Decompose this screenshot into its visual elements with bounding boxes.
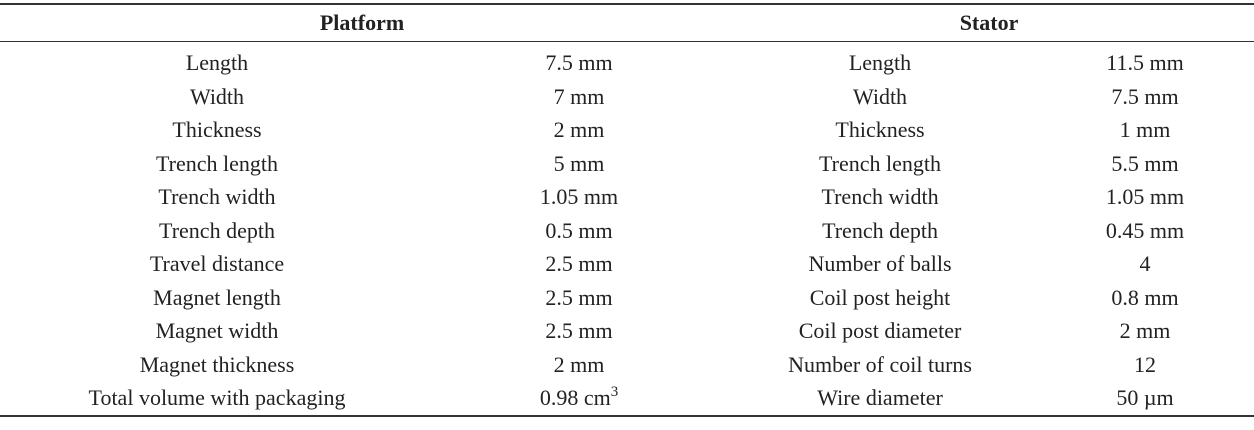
- spec-table: Platform Stator Length 7.5 mm Length 11.5 m…: [0, 3, 1254, 417]
- header-cell: Platform: [319, 10, 405, 35]
- table-row: Magnet thickness 2 mm Number of coil turns…: [0, 348, 1254, 382]
- value-cell: 2.5 mm: [545, 284, 613, 310]
- header-cell: Stator: [959, 10, 1019, 35]
- value-cell: 5.5 mm: [1111, 150, 1179, 176]
- parameter-cell: Length: [848, 50, 912, 75]
- parameter-cell: Magnet length: [153, 284, 281, 310]
- parameter-cell: Width: [852, 83, 908, 109]
- value-cell: 2 mm: [553, 117, 605, 142]
- parameter-cell: Travel distance: [149, 251, 285, 276]
- parameter-cell: Trench depth: [822, 217, 938, 243]
- parameter-cell: Magnet width: [155, 318, 279, 343]
- parameter-cell: Trench width: [821, 184, 939, 209]
- value-cell: 0.45 mm: [1105, 217, 1185, 243]
- table-row: Travel distance 2.5 mm Number of balls 4: [0, 247, 1254, 281]
- value-cell: 0.98 cm3: [434, 381, 724, 416]
- parameter-cell: Trench length: [155, 150, 278, 176]
- value-cell: 1 mm: [1119, 117, 1171, 142]
- table-row: Thickness 2 mm Thickness 1 mm: [0, 113, 1254, 147]
- value-cell: 12: [1134, 351, 1157, 377]
- parameter-cell: Trench depth: [159, 217, 275, 243]
- value-cell: 0.8 mm: [1111, 284, 1179, 310]
- value-cell: 2 mm: [553, 351, 605, 377]
- parameter-cell: Trench width: [158, 184, 276, 209]
- superscript: 3: [610, 384, 619, 400]
- parameter-cell: Number of balls: [808, 251, 952, 276]
- parameter-cell: Width: [189, 83, 245, 109]
- table-row: Magnet length 2.5 mm Coil post height 0.8 m…: [0, 281, 1254, 315]
- parameter-cell: Thickness: [172, 117, 262, 142]
- table-row: Width 7 mm Width 7.5 mm: [0, 80, 1254, 114]
- value-cell: 7.5 mm: [545, 50, 613, 75]
- value-cell: 11.5 mm: [1106, 50, 1184, 75]
- parameter-cell: Thickness: [835, 117, 925, 142]
- parameter-cell: Total volume with packaging: [88, 385, 346, 410]
- value-cell: 1.05 mm: [539, 184, 619, 209]
- value-cell: 2.5 mm: [545, 251, 613, 276]
- table-row: Length 7.5 mm Length 11.5 mm: [0, 42, 1254, 80]
- value-cell: 0.5 mm: [545, 217, 613, 243]
- value-cell: 1.05 mm: [1105, 184, 1185, 209]
- value-cell: 50 µm: [1116, 385, 1174, 410]
- value-cell: 2.5 mm: [545, 318, 613, 343]
- table-row: Total volume with packaging 0.98 cm3 Wire …: [0, 381, 1254, 416]
- table-row: Magnet width 2.5 mm Coil post diameter 2 mm: [0, 314, 1254, 348]
- table-row: Trench width 1.05 mm Trench width 1.05 mm: [0, 180, 1254, 214]
- value-cell: 4: [1139, 251, 1151, 276]
- table-row: Trench length 5 mm Trench length 5.5 mm: [0, 147, 1254, 181]
- value-cell: 5 mm: [553, 150, 605, 176]
- parameter-cell: Coil post height: [809, 284, 951, 310]
- table-row: Trench depth 0.5 mm Trench depth 0.45 mm: [0, 214, 1254, 248]
- parameter-cell: Wire diameter: [817, 385, 943, 410]
- parameter-cell: Coil post diameter: [798, 318, 962, 343]
- parameter-cell: Number of coil turns: [788, 351, 972, 377]
- parameter-cell: Magnet thickness: [139, 351, 295, 377]
- value-text: 0.98 cm: [539, 385, 611, 410]
- value-cell: 7.5 mm: [1111, 83, 1179, 109]
- parameter-cell: Trench length: [819, 150, 942, 176]
- header-row: Platform Stator: [0, 4, 1254, 42]
- value-cell: 2 mm: [1119, 318, 1171, 343]
- value-cell: 7 mm: [553, 83, 605, 109]
- parameter-cell: Length: [185, 50, 249, 75]
